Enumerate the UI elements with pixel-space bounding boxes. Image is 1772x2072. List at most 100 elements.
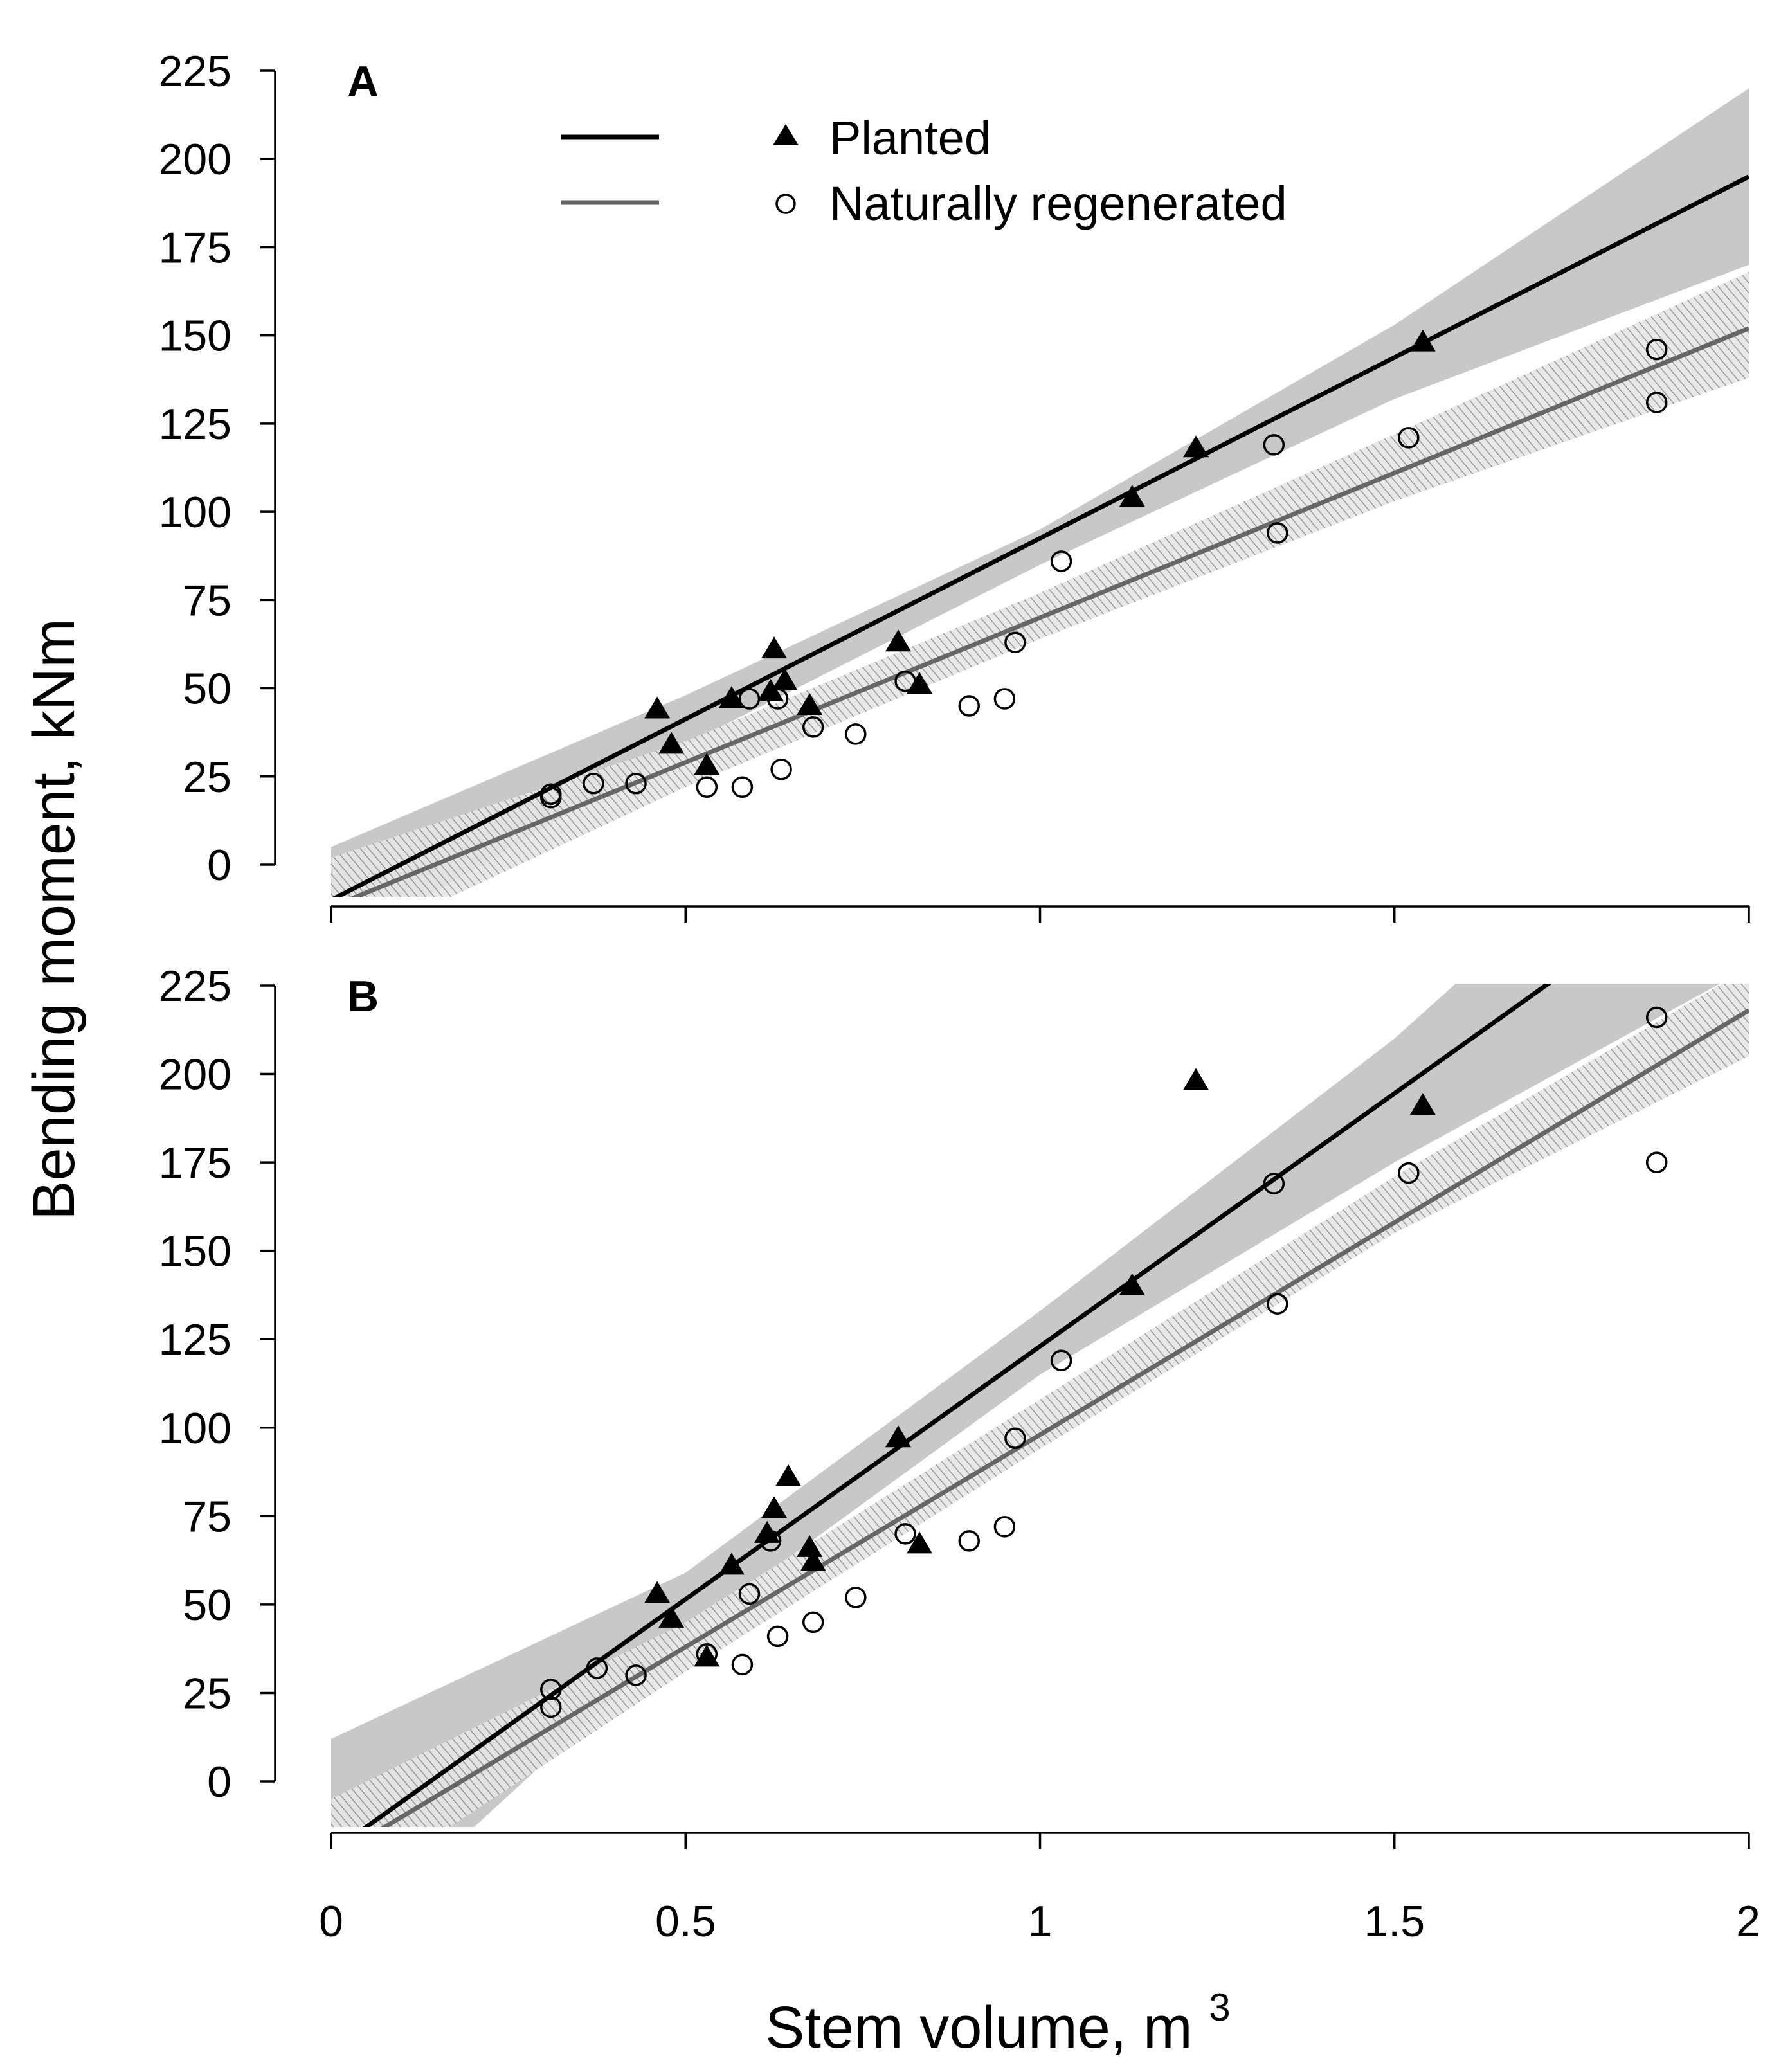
point-natural xyxy=(540,1696,562,1718)
x-tick-label: 0 xyxy=(319,1897,343,1946)
y-tick-label: 75 xyxy=(183,576,231,625)
point-planted xyxy=(754,1520,781,1543)
panel-a-points xyxy=(540,329,1668,809)
point-natural xyxy=(540,786,562,809)
y-tick-label: 225 xyxy=(159,962,231,1011)
x-tick-label: 1.5 xyxy=(1364,1897,1425,1946)
point-natural xyxy=(1398,427,1420,449)
point-planted xyxy=(694,1644,720,1667)
x-tick-label: 1 xyxy=(1028,1897,1053,1946)
point-natural xyxy=(1645,338,1668,361)
y-tick-label: 200 xyxy=(159,135,231,184)
point-planted xyxy=(885,629,911,652)
y-tick-label: 50 xyxy=(183,1581,231,1630)
point-planted xyxy=(1183,435,1209,458)
panel-a-y-axis: 0 25 50 75 100 125 150 175 200 225 xyxy=(159,47,276,890)
y-tick-label: 0 xyxy=(207,1758,231,1806)
point-planted xyxy=(1183,1068,1209,1090)
point-planted xyxy=(658,732,685,754)
x-axis-title-superscript: 3 xyxy=(1209,1986,1230,2029)
y-tick-label: 25 xyxy=(183,753,231,802)
y-tick-label: 225 xyxy=(159,47,231,96)
point-natural xyxy=(1050,1349,1072,1371)
point-planted xyxy=(718,686,745,708)
point-natural xyxy=(802,1611,824,1634)
point-planted xyxy=(1409,1093,1436,1115)
panel-b-label: B xyxy=(347,972,379,1021)
y-tick-label: 175 xyxy=(159,1139,231,1187)
point-planted xyxy=(775,1464,802,1486)
point-planted xyxy=(761,1496,788,1518)
point-planted xyxy=(658,1605,685,1628)
x-tick-label: 0.5 xyxy=(655,1897,716,1946)
y-tick-label: 25 xyxy=(183,1669,231,1718)
point-natural xyxy=(731,1653,754,1676)
point-natural xyxy=(845,723,867,745)
x-tick-labels: 0 0.5 1 1.5 2 xyxy=(319,1897,1760,1946)
point-natural xyxy=(770,759,792,780)
point-natural xyxy=(1267,522,1288,544)
y-tick-label: 125 xyxy=(159,400,231,449)
point-planted xyxy=(757,679,784,701)
panel-b-points xyxy=(540,1006,1668,1718)
point-natural xyxy=(993,1516,1016,1538)
fit-line-planted xyxy=(362,984,1553,1827)
panel-a-fit-lines xyxy=(332,174,1749,897)
point-planted xyxy=(644,1581,671,1603)
panel-b-bands xyxy=(331,984,1749,1827)
point-planted xyxy=(800,1549,826,1571)
point-natural xyxy=(731,776,754,798)
point-natural xyxy=(738,1583,761,1605)
point-planted xyxy=(885,1425,911,1448)
point-planted xyxy=(797,693,823,715)
legend-label-natural: Naturally regenerated xyxy=(829,177,1287,230)
legend-label-planted: Planted xyxy=(829,111,991,165)
y-tick-label: 175 xyxy=(159,223,231,272)
point-natural xyxy=(1263,1173,1285,1194)
point-planted xyxy=(1119,1273,1145,1295)
confidence-band-natural xyxy=(331,271,1749,897)
point-natural xyxy=(766,1625,789,1648)
panel-a: 0 25 50 75 100 125 150 175 200 225 A xyxy=(159,47,1750,923)
point-planted xyxy=(907,672,933,694)
x-tick-label: 2 xyxy=(1736,1897,1760,1946)
point-planted xyxy=(772,668,798,690)
point-natural xyxy=(1267,1293,1288,1315)
panel-a-x-axis xyxy=(330,905,1750,923)
point-planted xyxy=(644,696,671,719)
point-natural xyxy=(1645,392,1668,413)
legend-marker-planted xyxy=(773,124,799,145)
confidence-band-planted xyxy=(331,984,1721,1827)
point-planted xyxy=(907,1531,933,1554)
point-planted xyxy=(718,1553,745,1575)
point-natural xyxy=(845,1587,867,1608)
y-axis-title: Bending moment, kNm xyxy=(21,618,87,1220)
point-planted xyxy=(761,636,788,659)
point-planted xyxy=(1119,485,1145,507)
fit-line-natural xyxy=(380,1008,1749,1827)
legend-marker-natural xyxy=(775,194,796,214)
y-tick-label: 100 xyxy=(159,1404,231,1453)
point-natural xyxy=(540,1679,562,1700)
panel-b-y-axis: 0 25 50 75 100 125 150 175 200 225 xyxy=(159,962,276,1806)
panel-b-x-axis xyxy=(330,1832,1750,1849)
point-natural xyxy=(993,688,1016,710)
y-tick-label: 0 xyxy=(207,841,231,890)
panel-a-bands xyxy=(331,88,1749,897)
x-axis-title-text: Stem volume, m xyxy=(765,1995,1193,2060)
y-tick-label: 50 xyxy=(183,665,231,714)
point-natural xyxy=(1004,1427,1026,1450)
point-natural xyxy=(958,1530,980,1552)
point-natural xyxy=(1004,631,1026,653)
panel-b-fit-lines xyxy=(362,984,1749,1827)
y-tick-label: 125 xyxy=(159,1315,231,1364)
confidence-band-natural xyxy=(331,984,1749,1827)
fit-line-planted xyxy=(332,174,1749,897)
y-tick-label: 75 xyxy=(183,1492,231,1541)
point-natural xyxy=(1645,1151,1668,1173)
point-natural xyxy=(1645,1006,1668,1029)
fit-line-natural xyxy=(350,326,1749,897)
x-axis-title: Stem volume, m 3 xyxy=(765,1986,1231,2060)
point-natural xyxy=(1050,550,1072,572)
